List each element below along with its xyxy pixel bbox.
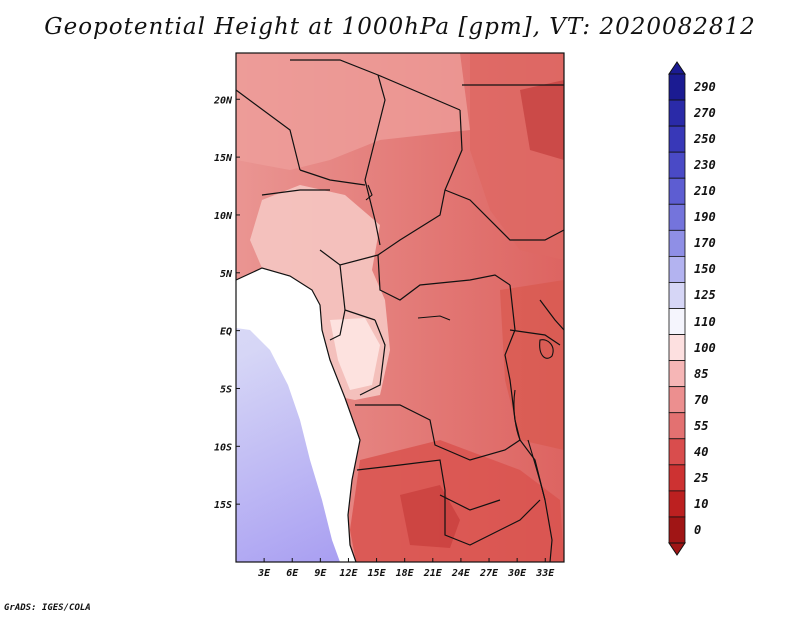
lakes	[365, 184, 554, 501]
lon-tick-label: 18E	[396, 568, 415, 579]
map-frame	[235, 52, 565, 563]
lon-tick-label: 3E	[257, 568, 271, 579]
lon-tick-label: 21E	[423, 568, 443, 579]
longitude-axis: 3E 6E 9E 12E 15E 18E 21E 24E 27E 30E 33E	[257, 558, 555, 579]
colorbar-segment	[668, 516, 686, 544]
lat-tick-label: 15N	[214, 153, 233, 164]
lon-tick-label: 27E	[479, 568, 499, 579]
colorbar-label: 110	[694, 314, 716, 329]
colorbar-segment	[668, 282, 686, 309]
lat-tick-label: 20N	[213, 95, 233, 106]
colorbar-segment	[668, 99, 686, 127]
colorbar-label: 230	[694, 158, 716, 173]
lon-tick-label: 6E	[286, 568, 299, 579]
colorbar-bottom-arrow	[668, 542, 686, 556]
colorbar-segment	[668, 308, 686, 335]
colorbar-segment	[668, 125, 686, 153]
colorbar-segment	[668, 151, 686, 179]
lat-tick-label: 15S	[214, 500, 232, 511]
colorbar-segment	[668, 386, 686, 414]
colorbar-label: 210	[694, 184, 716, 199]
colorbar-label: 85	[694, 366, 709, 381]
colorbar-segment	[668, 438, 686, 466]
lat-tick-label: EQ	[220, 327, 232, 338]
colorbar-segment	[668, 412, 686, 440]
credit-text: GrADS: IGES/COLA	[4, 603, 91, 613]
colorbar-label: 10	[694, 496, 709, 511]
latitude-axis: 20N 15N 10N 5N EQ 5S 10S 15S	[213, 95, 240, 511]
land-east-band	[500, 280, 564, 450]
colorbar-segment	[668, 203, 686, 231]
colorbar-label: 290	[694, 80, 716, 95]
colorbar-label: 270	[694, 106, 716, 121]
colorbar-label: 100	[694, 340, 716, 355]
colorbar-label: 250	[694, 132, 716, 147]
colorbar-label: 170	[694, 236, 716, 251]
colorbar-segment	[668, 255, 686, 283]
lon-tick-label: 24E	[451, 568, 471, 579]
land-lowest-patch	[330, 318, 380, 390]
colorbar-label: 190	[694, 210, 716, 225]
colorbar-segment	[668, 490, 686, 518]
lon-tick-label: 15E	[368, 568, 387, 579]
colorbar	[668, 61, 686, 556]
lat-tick-label: 10N	[214, 211, 233, 222]
lat-tick-label: 5N	[220, 269, 233, 280]
colorbar-segment	[668, 464, 686, 492]
lat-tick-label: 5S	[220, 384, 232, 395]
chart-title: Geopotential Height at 1000hPa [gpm], VT…	[44, 14, 756, 40]
colorbar-label: 150	[694, 262, 716, 277]
ocean-near-coast	[236, 268, 360, 562]
colorbar-segment	[668, 229, 686, 257]
lon-tick-label: 9E	[314, 568, 327, 579]
colorbar-label: 25	[694, 470, 709, 485]
colorbar-segment	[668, 360, 686, 388]
colorbar-label: 125	[694, 288, 716, 303]
lat-tick-label: 10S	[214, 442, 232, 453]
colorbar-label: 70	[694, 392, 709, 407]
colorbar-label: 40	[694, 444, 709, 459]
land-high-ne	[520, 80, 564, 160]
lon-tick-label: 33E	[535, 568, 555, 579]
land-north-light	[236, 53, 470, 170]
colorbar-label: 55	[694, 418, 709, 433]
land-high-south	[350, 440, 564, 562]
colorbar-segment	[668, 73, 686, 101]
colorbar-label: 0	[694, 522, 702, 537]
colorbar-segment	[668, 177, 686, 205]
colorbar-segment	[668, 334, 686, 362]
lon-tick-label: 30E	[507, 568, 527, 579]
lon-tick-label: 12E	[339, 568, 358, 579]
colorbar-top-arrow	[668, 61, 686, 75]
